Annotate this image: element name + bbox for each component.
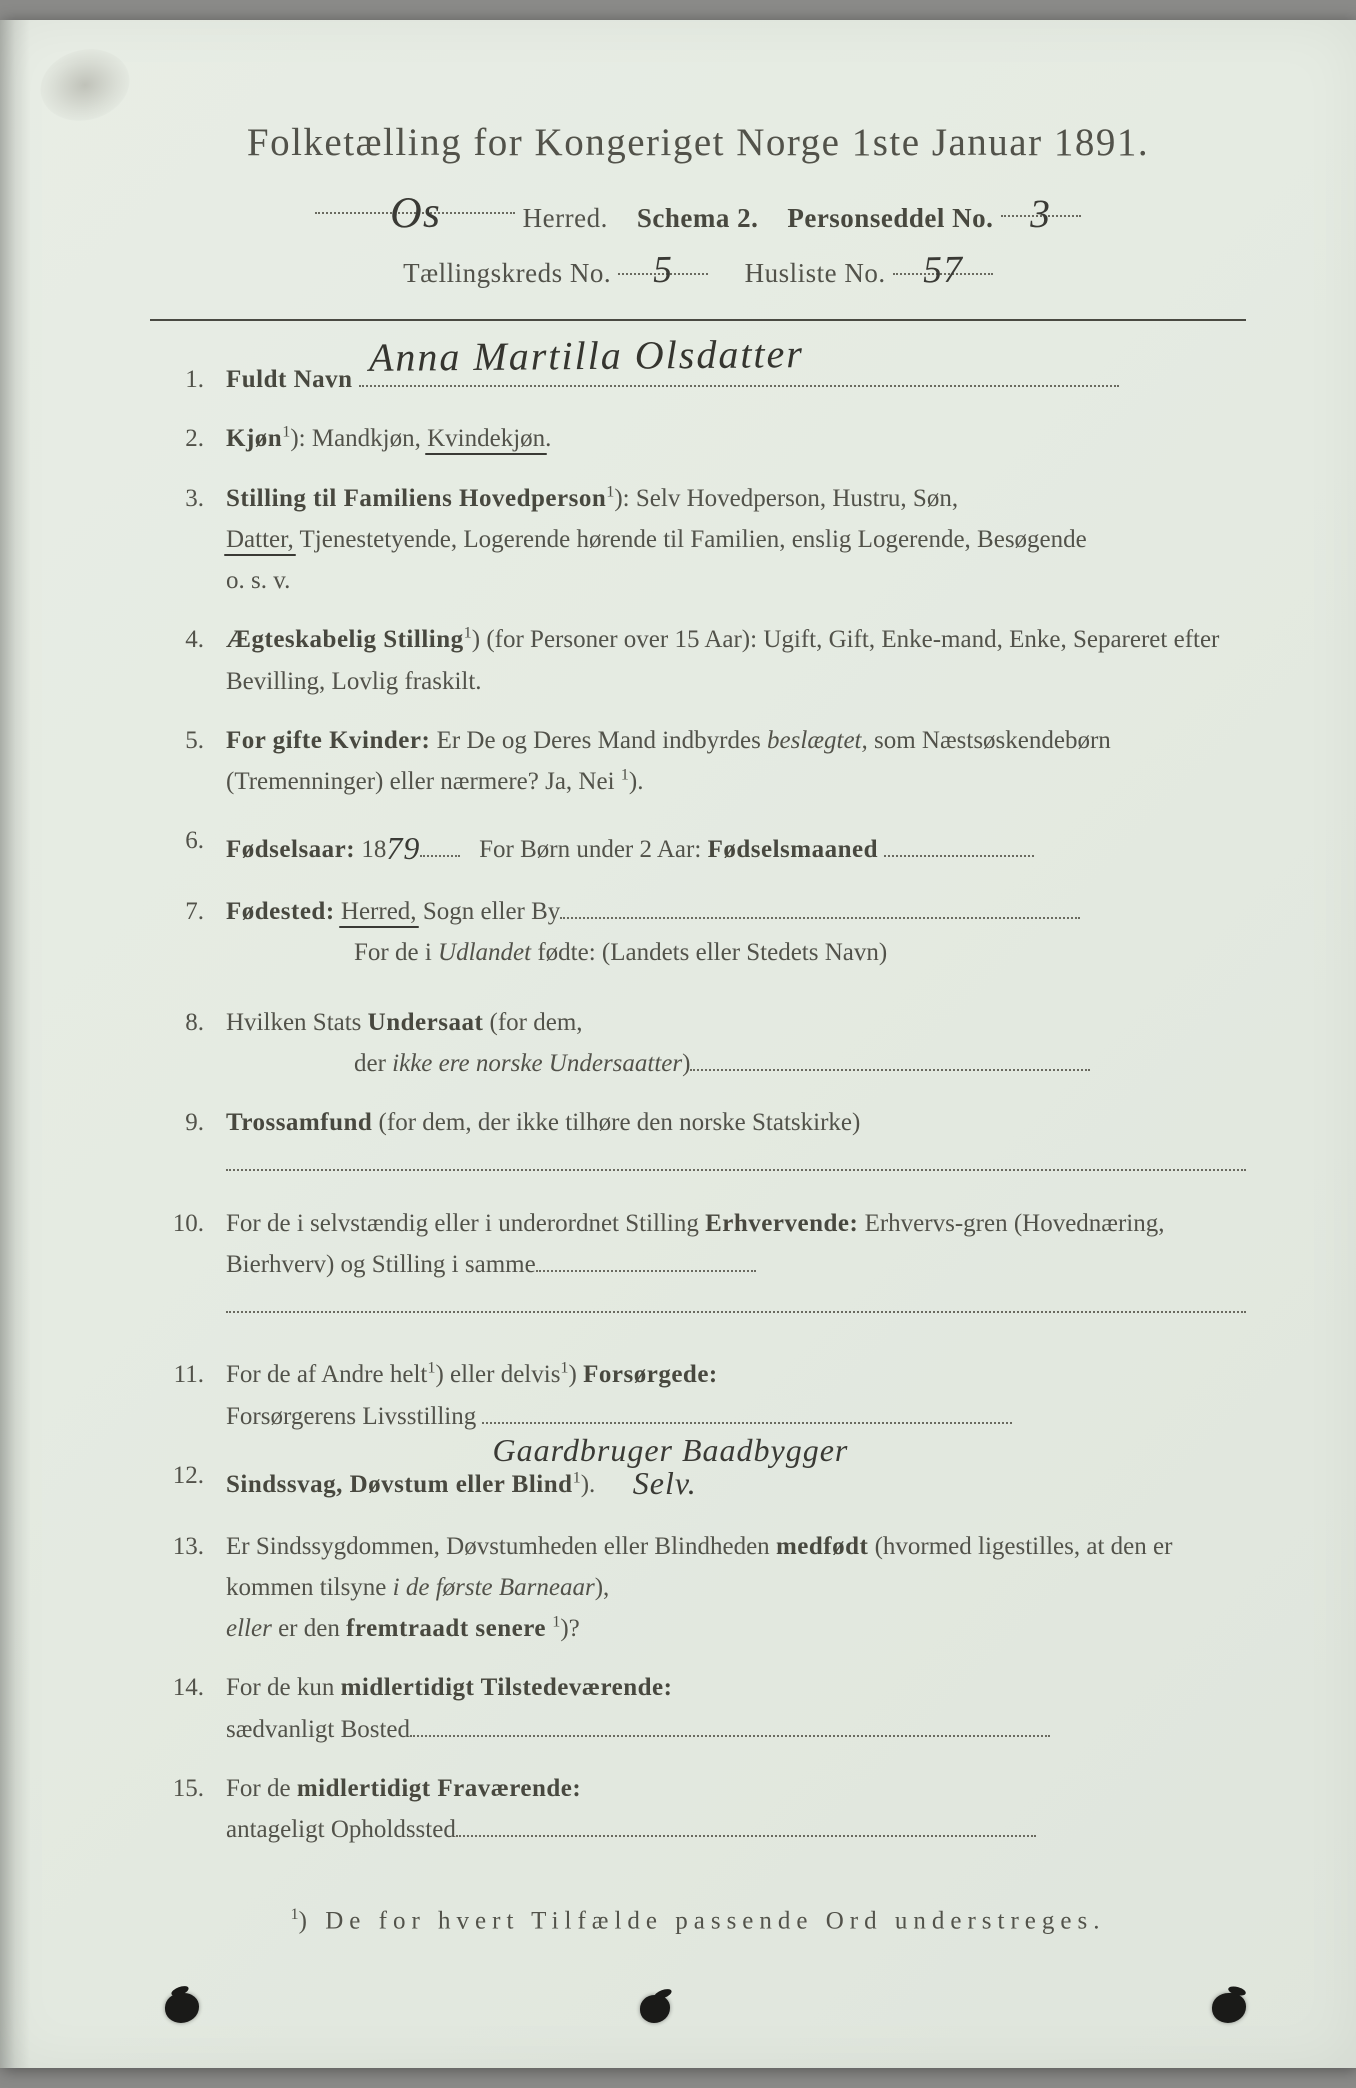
entry-label: Fødselsaar: xyxy=(226,836,355,863)
entry-5: 5. For gifte Kvinder: Er De og Deres Man… xyxy=(170,720,1246,803)
schema-label: Schema 2. xyxy=(637,203,759,233)
husliste-value: 57 xyxy=(922,248,963,293)
form-entries: 1. Fuldt Navn Anna Martilla Olsdatter 2.… xyxy=(150,359,1246,1850)
entry-2: 2. Kjøn1): Mandkjøn, Kvindekjøn. xyxy=(170,418,1246,459)
entry-num: 5. xyxy=(170,720,226,761)
occupation-field xyxy=(226,1311,1246,1313)
entry-label: Fødested: xyxy=(226,898,335,925)
taellingskreds-field: 5 xyxy=(618,248,708,275)
name-field: Anna Martilla Olsdatter xyxy=(359,385,1119,387)
taellingskreds-label: Tællingskreds No. xyxy=(403,258,611,288)
entry-content: For de af Andre helt1) eller delvis1) Fo… xyxy=(226,1354,1246,1437)
entry-13: 13. Er Sindssygdommen, Døvstumheden elle… xyxy=(170,1526,1246,1650)
entry-7: 7. Fødested: Herred, Sogn eller By For d… xyxy=(170,891,1246,974)
entry-8: 8. Hvilken Stats Undersaat (for dem, der… xyxy=(170,1002,1246,1085)
entry-label: Fuldt Navn xyxy=(226,366,353,393)
personseddel-value: 3 xyxy=(1030,190,1052,237)
entry-content: For de midlertidigt Fraværende: antageli… xyxy=(226,1768,1246,1851)
entry-num: 11. xyxy=(170,1354,226,1395)
personseddel-field: 3 xyxy=(1001,190,1081,217)
entry-label: Kjøn xyxy=(226,425,282,452)
entry-num: 4. xyxy=(170,619,226,660)
entry-num: 1. xyxy=(170,359,226,400)
form-header: Folketælling for Kongeriget Norge 1ste J… xyxy=(150,120,1246,289)
census-form-page: Folketælling for Kongeriget Norge 1ste J… xyxy=(0,20,1356,2068)
husliste-field: 57 xyxy=(893,248,993,275)
entry-num: 9. xyxy=(170,1102,226,1143)
selected-herred: Herred, xyxy=(341,898,417,925)
page-title: Folketælling for Kongeriget Norge 1ste J… xyxy=(150,120,1246,165)
entry-num: 6. xyxy=(170,820,226,861)
full-name-value: Anna Martilla Olsdatter xyxy=(369,321,804,391)
footnote: 1) De for hvert Tilfælde passende Ord un… xyxy=(150,1905,1246,1935)
entry-11: 11. For de af Andre helt1) eller delvis1… xyxy=(170,1354,1246,1437)
entry-num: 14. xyxy=(170,1667,226,1708)
whereabouts-field xyxy=(456,1835,1036,1837)
taellingskreds-value: 5 xyxy=(653,248,674,292)
entry-label: For gifte Kvinder: xyxy=(226,727,430,754)
entry-content: Er Sindssygdommen, Døvstumheden eller Bl… xyxy=(226,1526,1246,1650)
header-line-1: Os Herred. Schema 2. Personseddel No. 3 xyxy=(150,187,1246,234)
entry-num: 13. xyxy=(170,1526,226,1567)
entry-label: Ægteskabelig Stilling xyxy=(226,626,464,653)
entry-content: For gifte Kvinder: Er De og Deres Mand i… xyxy=(226,720,1246,803)
punch-hole-icon xyxy=(165,1993,199,2023)
entry-content: Fødselsaar: 1879 For Børn under 2 Aar: F… xyxy=(226,820,1246,873)
entry-1: 1. Fuldt Navn Anna Martilla Olsdatter xyxy=(170,359,1246,400)
entry-15: 15. For de midlertidigt Fraværende: anta… xyxy=(170,1768,1246,1851)
paper-smudge xyxy=(32,40,137,131)
residence-field xyxy=(410,1735,1050,1737)
entry-14: 14. For de kun midlertidigt Tilstedevære… xyxy=(170,1667,1246,1750)
header-line-2: Tællingskreds No. 5 Husliste No. 57 xyxy=(150,248,1246,289)
entry-label: Sindssvag, Døvstum eller Blind xyxy=(226,1471,573,1498)
herred-label: Herred. xyxy=(523,203,608,233)
selected-datter: Datter, xyxy=(226,526,294,553)
entry-num: 8. xyxy=(170,1002,226,1043)
herred-field: Os xyxy=(315,187,515,214)
entry-label: Trossamfund xyxy=(226,1109,372,1136)
entry-content: Fødested: Herred, Sogn eller By For de i… xyxy=(226,891,1246,974)
entry-3: 3. Stilling til Familiens Hovedperson1):… xyxy=(170,478,1246,602)
entry-label: Stilling til Familiens Hovedperson xyxy=(226,485,606,512)
birthyear-value: 79 xyxy=(386,830,420,866)
entry-content: Trossamfund (for dem, der ikke tilhøre d… xyxy=(226,1102,1246,1185)
entry-content: Kjøn1): Mandkjøn, Kvindekjøn. xyxy=(226,418,1246,459)
entry-content: Fuldt Navn Anna Martilla Olsdatter xyxy=(226,359,1246,400)
entry-num: 2. xyxy=(170,418,226,459)
punch-hole-icon xyxy=(640,1995,670,2023)
entry-num: 7. xyxy=(170,891,226,932)
entry-num: 15. xyxy=(170,1768,226,1809)
entry-num: 3. xyxy=(170,478,226,519)
disability-value: Selv. xyxy=(633,1465,697,1501)
entry-4: 4. Ægteskabelig Stilling1) (for Personer… xyxy=(170,619,1246,702)
entry-10: 10. For de i selvstændig eller i underor… xyxy=(170,1203,1246,1327)
entry-content: For de kun midlertidigt Tilstedeværende:… xyxy=(226,1667,1246,1750)
header-divider xyxy=(150,319,1246,321)
herred-value: Os xyxy=(389,187,441,239)
entry-num: 10. xyxy=(170,1203,226,1244)
entry-9: 9. Trossamfund (for dem, der ikke tilhør… xyxy=(170,1102,1246,1185)
entry-content: Hvilken Stats Undersaat (for dem, der ik… xyxy=(226,1002,1246,1085)
entry-6: 6. Fødselsaar: 1879 For Børn under 2 Aar… xyxy=(170,820,1246,873)
entry-content: Stilling til Familiens Hovedperson1): Se… xyxy=(226,478,1246,602)
entry-num: 12. xyxy=(170,1455,226,1496)
punch-hole-icon xyxy=(1212,1993,1246,2023)
provider-value: Gaardbruger Baadbygger xyxy=(492,1424,848,1426)
selected-kvindekjon: Kvindekjøn xyxy=(427,425,545,452)
provider-field: Gaardbruger Baadbygger xyxy=(482,1422,1012,1424)
personseddel-label: Personseddel No. xyxy=(787,203,993,233)
entry-content: For de i selvstændig eller i underordnet… xyxy=(226,1203,1246,1327)
husliste-label: Husliste No. xyxy=(745,258,886,288)
entry-content: Ægteskabelig Stilling1) (for Personer ov… xyxy=(226,619,1246,702)
trossamfund-field xyxy=(226,1169,1246,1171)
